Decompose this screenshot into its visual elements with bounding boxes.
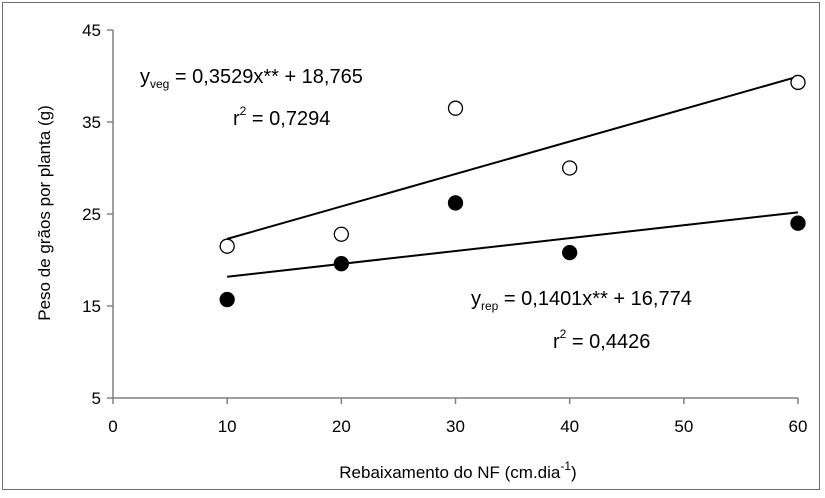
fit-line-rep [227, 211, 799, 278]
x-tick-label: 0 [108, 417, 117, 436]
point-rep [447, 195, 464, 211]
x-axis-title-end: ) [571, 463, 577, 482]
y-tick-label: 35 [82, 113, 101, 132]
fit-line-veg [226, 75, 799, 240]
equation-veg-sub: veg [150, 77, 169, 91]
point-veg [333, 226, 349, 242]
r2-rep-value: = 0,4426 [566, 331, 650, 353]
equation-rep-sub: rep [481, 299, 499, 313]
x-ticks: 0 10 20 30 40 50 60 [108, 398, 807, 436]
equation-veg: yveg = 0,3529x** + 18,765 [140, 66, 363, 91]
y-tick-label: 25 [82, 205, 101, 224]
y-axis-title: Peso de grãos por planta (g) [35, 105, 54, 320]
y-tick-label: 15 [82, 297, 101, 316]
point-veg [219, 238, 235, 254]
r2-rep-sup: 2 [560, 327, 567, 341]
r2-rep-r: r [553, 331, 560, 353]
x-tick-label: 40 [560, 417, 579, 436]
y-tick-label: 45 [82, 21, 101, 40]
equation-veg-body: = 0,3529x** + 18,765 [169, 66, 363, 88]
x-axis-title-main: Rebaixamento do NF (cm.dia [339, 463, 561, 482]
point-rep [562, 244, 578, 261]
point-rep [219, 291, 235, 308]
x-tick-label: 50 [674, 417, 693, 436]
point-rep [333, 256, 349, 272]
r2-rep: r2 = 0,4426 [553, 327, 650, 353]
point-veg [562, 160, 578, 176]
point-veg [790, 74, 806, 91]
x-tick-label: 30 [446, 417, 465, 436]
equation-rep-y: y [471, 288, 481, 310]
fit-lines [226, 75, 799, 278]
r2-veg-r: r [233, 108, 240, 130]
r2-veg-sup: 2 [240, 104, 247, 118]
x-axis-title-sup: -1 [560, 459, 571, 473]
point-rep [790, 215, 806, 231]
x-axis-title: Rebaixamento do NF (cm.dia-1) [339, 459, 576, 482]
data-points [219, 74, 806, 308]
equation-veg-y: y [140, 66, 150, 88]
x-tick-label: 10 [218, 417, 237, 436]
equation-rep: yrep = 0,1401x** + 16,774 [471, 288, 692, 313]
equation-rep-body: = 0,1401x** + 16,774 [498, 288, 692, 310]
y-ticks: 45 35 25 15 5 [82, 21, 113, 408]
y-tick-label: 5 [92, 389, 101, 408]
point-veg [447, 100, 464, 116]
r2-veg: r2 = 0,7294 [233, 104, 330, 130]
chart-frame: 45 35 25 15 5 0 10 20 30 40 50 60 Peso de grãos po… [2, 2, 820, 490]
x-tick-label: 60 [789, 417, 808, 436]
x-tick-label: 20 [332, 417, 351, 436]
scatter-chart: 45 35 25 15 5 0 10 20 30 40 50 60 Peso de grãos po… [35, 21, 807, 482]
r2-veg-value: = 0,7294 [246, 108, 330, 130]
